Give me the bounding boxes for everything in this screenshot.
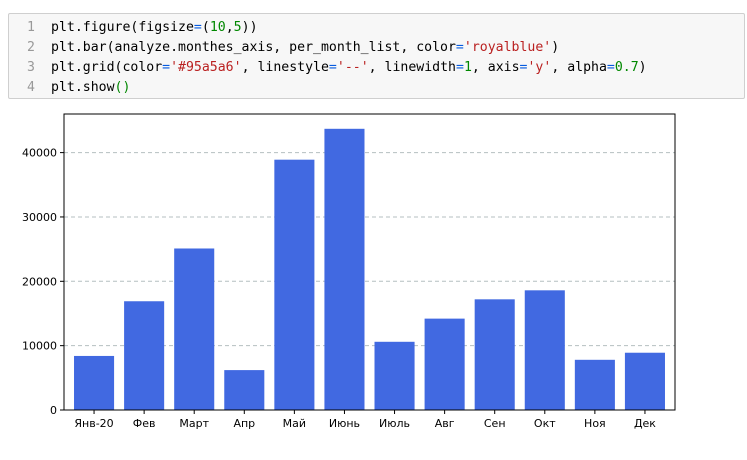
x-tick-label: Фев	[133, 417, 156, 430]
bar	[524, 290, 565, 410]
code-token: )	[551, 40, 560, 55]
code-token: =	[455, 60, 464, 75]
code-line: 3 plt.grid(color='#95a5a6', linestyle='--…	[9, 58, 647, 77]
code-token: 'royalblue'	[463, 40, 552, 55]
code-line: 1 plt.figure(figsize=(10,5))	[9, 18, 258, 37]
code-token: =	[162, 60, 171, 75]
x-tick-label: Дек	[634, 417, 656, 430]
code-token: , alpha	[551, 60, 607, 75]
code-token: ))	[241, 20, 258, 35]
bar	[474, 299, 515, 410]
x-tick-label: Июль	[379, 417, 410, 430]
code-token: plt.figure(figsize	[51, 20, 194, 35]
code-token: =	[193, 20, 202, 35]
x-tick-label: Апр	[233, 417, 255, 430]
bar	[424, 318, 465, 410]
code-line: 2 plt.bar(analyze.monthes_axis, per_month…	[9, 38, 559, 57]
code-token: 'y'	[527, 60, 552, 75]
bar	[324, 128, 365, 411]
chart-output: 0 10000 20000 30000 40000 Янв-20 Фев Март Апр Май…	[0, 100, 747, 456]
code-token: )	[638, 60, 647, 75]
line-number: 4	[27, 80, 35, 95]
code-token: =	[519, 60, 528, 75]
code-token: ()	[114, 80, 131, 95]
code-line: 4 plt.show()	[9, 78, 130, 97]
y-tick-label: 0	[50, 404, 57, 417]
y-tick-label: 30000	[22, 211, 57, 224]
code-token: '#95a5a6'	[170, 60, 242, 75]
x-tick-label: Ноя	[584, 417, 606, 430]
x-tick-label: Янв-20	[74, 417, 113, 430]
bar	[624, 352, 665, 410]
bar	[224, 370, 265, 410]
bar	[74, 355, 115, 410]
y-tick-label: 40000	[22, 147, 57, 160]
code-token: =	[606, 60, 615, 75]
bar	[574, 359, 615, 410]
code-token: 10	[209, 20, 226, 35]
axes-frame	[63, 113, 676, 411]
x-tick-label: Авг	[435, 417, 455, 430]
code-token: , linewidth	[368, 60, 456, 75]
line-number: 2	[27, 40, 35, 55]
code-cell[interactable]: 1 plt.figure(figsize=(10,5)) 2 plt.bar(anal…	[8, 13, 745, 99]
line-number: 1	[27, 20, 35, 35]
code-token: , linestyle	[241, 60, 329, 75]
code-token: plt.bar(analyze.monthes_axis, per_month_…	[51, 40, 456, 55]
code-token: (	[201, 20, 210, 35]
code-token: 5	[233, 20, 242, 35]
x-tick-label: Июнь	[329, 417, 360, 430]
bar	[124, 301, 165, 410]
x-tick-label: Сен	[484, 417, 506, 430]
bar-chart: 0 10000 20000 30000 40000 Янв-20 Фев Март Апр Май…	[22, 113, 676, 430]
x-tick-label: Окт	[534, 417, 556, 430]
code-token: ,	[225, 20, 234, 35]
code-token: '--'	[336, 60, 369, 75]
x-tick-label: Май	[283, 417, 306, 430]
code-token: , axis	[471, 60, 520, 75]
code-token: =	[328, 60, 337, 75]
bar	[374, 341, 415, 410]
y-tick-label: 10000	[22, 340, 57, 353]
code-token: 0.7	[614, 60, 639, 75]
code-token: plt.grid(color	[51, 60, 163, 75]
y-tick-label: 20000	[22, 275, 57, 288]
x-tick-label: Март	[179, 417, 209, 430]
code-token: plt.show	[51, 80, 115, 95]
line-number: 3	[27, 60, 35, 75]
plot-area	[64, 114, 675, 410]
bar	[174, 248, 215, 410]
code-token: 1	[463, 60, 472, 75]
code-token: =	[455, 40, 464, 55]
bar	[274, 159, 315, 410]
